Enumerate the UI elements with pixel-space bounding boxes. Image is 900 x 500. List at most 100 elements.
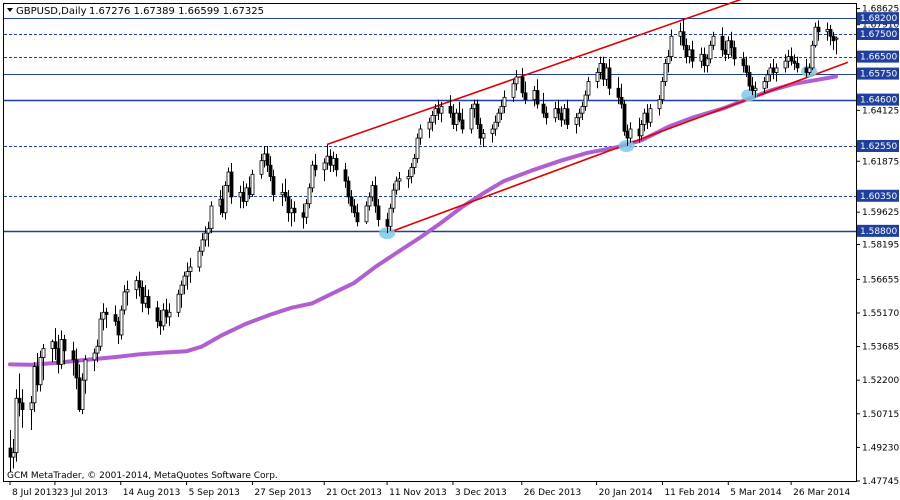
candle-body <box>684 44 689 58</box>
candle <box>104 307 109 329</box>
y-tick-label: 1.68625 <box>862 5 899 15</box>
candle <box>711 31 716 50</box>
candle <box>541 92 546 118</box>
candle-body <box>687 49 692 58</box>
candle <box>364 201 369 225</box>
candle-body <box>762 81 767 89</box>
candle-body <box>804 67 809 73</box>
candle <box>412 153 417 175</box>
candle <box>376 199 381 227</box>
candle <box>14 389 19 462</box>
candle-body <box>469 108 474 130</box>
candle-body <box>744 65 749 73</box>
candle-body <box>595 72 600 82</box>
candle <box>469 104 474 134</box>
candle-body <box>765 74 770 82</box>
x-tick-label: 20 Jan 2014 <box>599 488 653 498</box>
candle <box>460 108 465 134</box>
candle-body <box>185 271 190 277</box>
candle <box>619 83 624 109</box>
candle-body <box>562 108 567 121</box>
candle-body <box>92 352 97 361</box>
candle <box>394 176 399 195</box>
candle-body <box>14 397 19 454</box>
candle <box>490 124 495 143</box>
candle <box>292 201 297 222</box>
candle <box>496 108 501 127</box>
candle-body <box>433 108 438 116</box>
candle-body <box>577 112 582 119</box>
level-label-text: 1.68200 <box>860 14 897 24</box>
price-axis: 1.686251.663751.641251.618751.596251.581… <box>856 5 899 487</box>
candle-body <box>723 49 728 55</box>
copyright-text: GCM MetaTrader, © 2001-2014, MetaQuotes … <box>7 471 278 481</box>
candle-body <box>768 67 773 76</box>
candle-body <box>50 341 55 349</box>
level-label-box <box>857 224 899 237</box>
plot-frame <box>3 3 857 482</box>
candle <box>53 328 58 360</box>
candle <box>816 20 821 41</box>
candle-body <box>313 164 318 171</box>
y-tick-label: 1.67910 <box>862 21 899 31</box>
candle <box>11 439 16 469</box>
candle <box>810 40 815 71</box>
moving-average-path <box>8 74 838 367</box>
candle-body <box>523 92 528 101</box>
candle <box>122 285 127 315</box>
candle-body <box>352 205 357 214</box>
candle <box>586 76 591 100</box>
dropdown-triangle-icon[interactable] <box>7 8 13 12</box>
candle <box>304 199 309 225</box>
candle-body <box>209 205 214 229</box>
candle <box>286 190 291 222</box>
candle-body <box>101 311 106 320</box>
x-tick-label: 11 Feb 2014 <box>664 488 720 498</box>
candle <box>161 303 166 331</box>
candle-body <box>451 112 456 125</box>
candle <box>20 389 25 428</box>
x-tick-label: 3 Dec 2013 <box>455 488 507 498</box>
candle-body <box>259 160 264 175</box>
candle <box>648 104 653 127</box>
candle-body <box>226 171 231 186</box>
candle-body <box>418 128 423 139</box>
candle-body <box>349 196 354 207</box>
candle-body <box>104 311 109 315</box>
candle <box>346 176 351 204</box>
candle-body <box>747 72 752 87</box>
candle-body <box>678 31 683 37</box>
candle-body <box>409 167 414 177</box>
candle <box>229 162 234 204</box>
y-tick-label: 1.53685 <box>862 343 899 353</box>
candle <box>307 183 312 209</box>
candle-body <box>98 318 103 347</box>
candle-body <box>220 198 225 214</box>
candle <box>628 122 633 143</box>
candle-body <box>493 121 498 130</box>
candle-body <box>807 67 812 73</box>
candle-body <box>520 76 525 94</box>
level-label-box <box>857 50 899 63</box>
y-tick-label: 1.49230 <box>862 443 899 453</box>
candle <box>622 99 627 136</box>
candle <box>511 79 516 102</box>
candle-body <box>795 62 800 69</box>
candle <box>565 99 570 130</box>
candle-body <box>59 339 64 365</box>
candle-body <box>816 26 821 33</box>
candle-body <box>619 96 624 105</box>
candle-body <box>648 108 653 123</box>
level-label-box <box>857 139 899 152</box>
candle <box>179 280 184 308</box>
candle <box>762 76 767 93</box>
candle-body <box>32 366 37 404</box>
candle <box>92 348 97 372</box>
candle <box>223 181 228 220</box>
candle <box>535 79 540 109</box>
candlesticks <box>8 18 839 473</box>
candle-body <box>502 96 507 107</box>
candle <box>83 355 88 394</box>
candle-body <box>541 103 546 114</box>
